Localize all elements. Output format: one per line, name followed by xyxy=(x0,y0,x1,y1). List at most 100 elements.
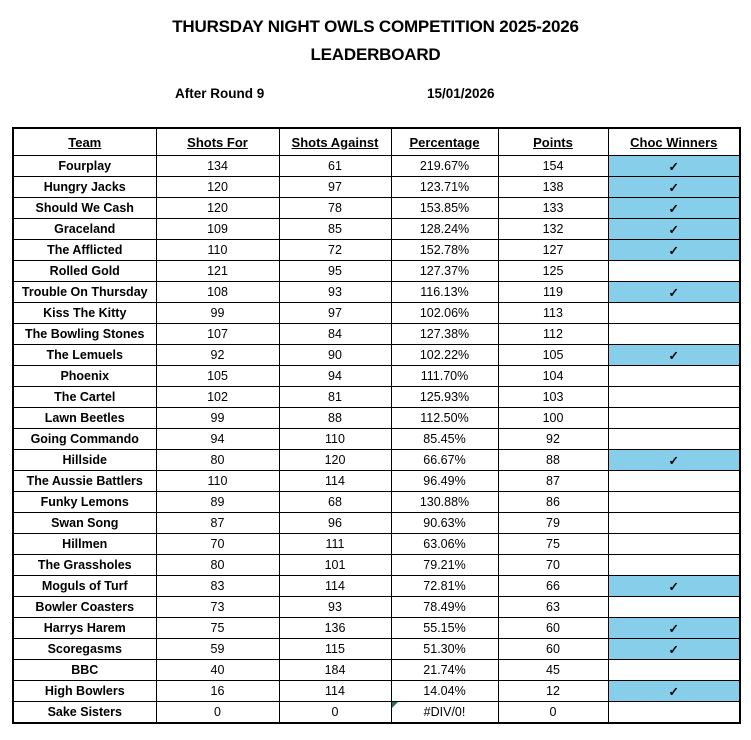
percentage-cell: 128.24% xyxy=(390,218,499,240)
table-row: Hillside 80 120 66.67% 88 ✓ xyxy=(12,449,741,471)
choc-winner-cell xyxy=(607,365,741,387)
shots-for-cell: 80 xyxy=(155,554,280,576)
column-header-points: Points xyxy=(497,127,609,156)
percentage-cell: 90.63% xyxy=(390,512,499,534)
shots-for-cell: 121 xyxy=(155,260,280,282)
table-row: The Aussie Battlers 110 114 96.49% 87 xyxy=(12,470,741,492)
percentage-cell: 219.67% xyxy=(390,155,499,177)
percentage-cell: 85.45% xyxy=(390,428,499,450)
choc-winner-cell: ✓ xyxy=(607,575,741,597)
shots-for-cell: 120 xyxy=(155,176,280,198)
shots-for-cell: 108 xyxy=(155,281,280,303)
percentage-cell: 125.93% xyxy=(390,386,499,408)
shots-for-cell: 87 xyxy=(155,512,280,534)
shots-against-cell: 96 xyxy=(278,512,392,534)
shots-for-cell: 0 xyxy=(155,701,280,724)
table-row: Graceland 109 85 128.24% 132 ✓ xyxy=(12,218,741,240)
column-header-team: Team xyxy=(12,127,157,156)
shots-against-cell: 110 xyxy=(278,428,392,450)
percentage-cell: 102.06% xyxy=(390,302,499,324)
team-cell: Lawn Beetles xyxy=(12,407,157,429)
shots-for-cell: 75 xyxy=(155,617,280,639)
table-row: Scoregasms 59 115 51.30% 60 ✓ xyxy=(12,638,741,660)
points-cell: 63 xyxy=(497,596,609,618)
percentage-cell: 63.06% xyxy=(390,533,499,555)
shots-for-cell: 99 xyxy=(155,302,280,324)
table-row: The Grassholes 80 101 79.21% 70 xyxy=(12,554,741,576)
shots-against-cell: 94 xyxy=(278,365,392,387)
date-label: 15/01/2026 xyxy=(427,86,495,101)
table-row: Kiss The Kitty 99 97 102.06% 113 xyxy=(12,302,741,324)
choc-winner-cell xyxy=(607,512,741,534)
shots-for-cell: 73 xyxy=(155,596,280,618)
shots-against-cell: 111 xyxy=(278,533,392,555)
shots-against-cell: 115 xyxy=(278,638,392,660)
shots-against-cell: 120 xyxy=(278,449,392,471)
percentage-cell: 123.71% xyxy=(390,176,499,198)
percentage-cell: 14.04% xyxy=(390,680,499,702)
points-cell: 87 xyxy=(497,470,609,492)
percentage-cell: 102.22% xyxy=(390,344,499,366)
leaderboard-table: Team Shots For Shots Against Percentage Poin… xyxy=(12,127,741,724)
shots-against-cell: 68 xyxy=(278,491,392,513)
shots-against-cell: 97 xyxy=(278,302,392,324)
choc-winner-cell xyxy=(607,554,741,576)
table-row: Hungry Jacks 120 97 123.71% 138 ✓ xyxy=(12,176,741,198)
table-row: Harrys Harem 75 136 55.15% 60 ✓ xyxy=(12,617,741,639)
table-body: Fourplay 134 61 219.67% 154 ✓ Hungry Jacks 120 9… xyxy=(12,155,741,724)
table-row: Swan Song 87 96 90.63% 79 xyxy=(12,512,741,534)
team-cell: Should We Cash xyxy=(12,197,157,219)
table-row: Lawn Beetles 99 88 112.50% 100 xyxy=(12,407,741,429)
title-block: THURSDAY NIGHT OWLS COMPETITION 2025-202… xyxy=(0,0,751,69)
team-cell: Kiss The Kitty xyxy=(12,302,157,324)
points-cell: 86 xyxy=(497,491,609,513)
percentage-cell: 130.88% xyxy=(390,491,499,513)
team-cell: The Bowling Stones xyxy=(12,323,157,345)
team-cell: The Lemuels xyxy=(12,344,157,366)
shots-for-cell: 110 xyxy=(155,470,280,492)
team-cell: Scoregasms xyxy=(12,638,157,660)
shots-for-cell: 102 xyxy=(155,386,280,408)
percentage-cell: 55.15% xyxy=(390,617,499,639)
table-row: Phoenix 105 94 111.70% 104 xyxy=(12,365,741,387)
shots-against-cell: 81 xyxy=(278,386,392,408)
percentage-cell: 96.49% xyxy=(390,470,499,492)
percentage-cell: 152.78% xyxy=(390,239,499,261)
choc-winner-cell: ✓ xyxy=(607,197,741,219)
team-cell: The Afflicted xyxy=(12,239,157,261)
table-row: BBC 40 184 21.74% 45 xyxy=(12,659,741,681)
shots-against-cell: 97 xyxy=(278,176,392,198)
choc-winner-cell: ✓ xyxy=(607,281,741,303)
points-cell: 127 xyxy=(497,239,609,261)
shots-against-cell: 85 xyxy=(278,218,392,240)
table-row: Bowler Coasters 73 93 78.49% 63 xyxy=(12,596,741,618)
shots-against-cell: 78 xyxy=(278,197,392,219)
shots-against-cell: 61 xyxy=(278,155,392,177)
choc-winner-cell xyxy=(607,323,741,345)
points-cell: 88 xyxy=(497,449,609,471)
column-header-choc-winners: Choc Winners xyxy=(607,127,741,156)
team-cell: Hillmen xyxy=(12,533,157,555)
shots-against-cell: 93 xyxy=(278,596,392,618)
points-cell: 70 xyxy=(497,554,609,576)
shots-against-cell: 114 xyxy=(278,575,392,597)
column-header-shots-against: Shots Against xyxy=(278,127,392,156)
percentage-cell: #DIV/0! xyxy=(390,701,499,724)
points-cell: 154 xyxy=(497,155,609,177)
choc-winner-cell: ✓ xyxy=(607,680,741,702)
points-cell: 45 xyxy=(497,659,609,681)
points-cell: 119 xyxy=(497,281,609,303)
header-row: Team Shots For Shots Against Percentage Poin… xyxy=(12,127,741,156)
shots-against-cell: 84 xyxy=(278,323,392,345)
points-cell: 60 xyxy=(497,638,609,660)
table-row: Moguls of Turf 83 114 72.81% 66 ✓ xyxy=(12,575,741,597)
shots-for-cell: 59 xyxy=(155,638,280,660)
points-cell: 105 xyxy=(497,344,609,366)
team-cell: Phoenix xyxy=(12,365,157,387)
choc-winner-cell: ✓ xyxy=(607,449,741,471)
table-row: Funky Lemons 89 68 130.88% 86 xyxy=(12,491,741,513)
shots-for-cell: 109 xyxy=(155,218,280,240)
choc-winner-cell: ✓ xyxy=(607,617,741,639)
percentage-cell: 127.38% xyxy=(390,323,499,345)
shots-for-cell: 120 xyxy=(155,197,280,219)
